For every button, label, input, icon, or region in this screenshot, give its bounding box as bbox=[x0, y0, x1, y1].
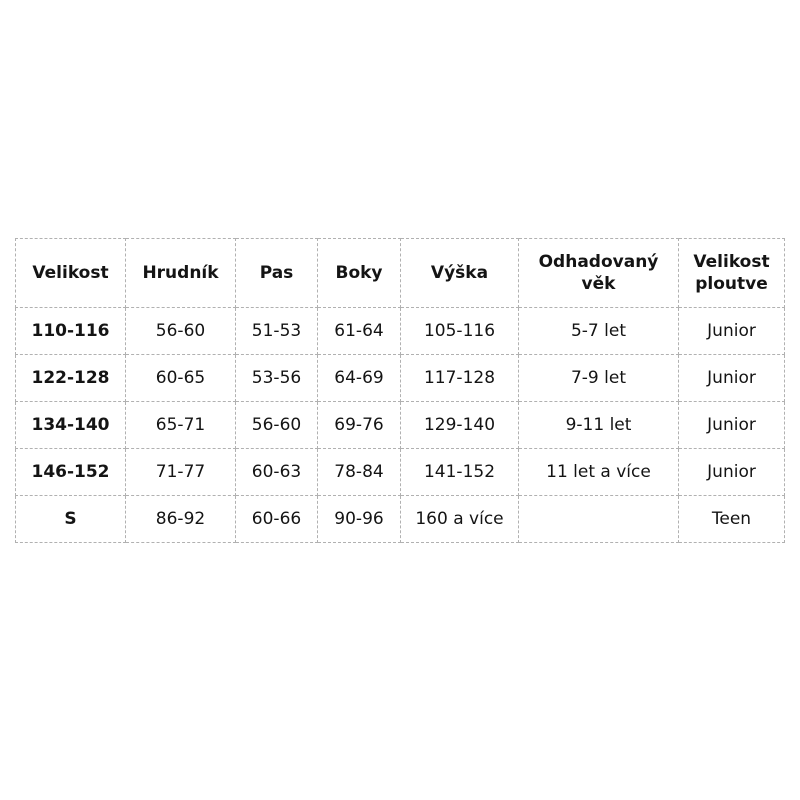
table-cell: Junior bbox=[678, 307, 785, 355]
table-cell: Junior bbox=[678, 354, 785, 402]
table-cell: 65-71 bbox=[125, 401, 236, 449]
table-cell: 141-152 bbox=[400, 448, 519, 496]
table-cell: 60-65 bbox=[125, 354, 236, 402]
table-cell: 90-96 bbox=[317, 495, 401, 543]
table-cell: 105-116 bbox=[400, 307, 519, 355]
table-row: 134-140 65-71 56-60 69-76 129-140 9-11 l… bbox=[15, 401, 785, 449]
table-cell: 7-9 let bbox=[518, 354, 679, 402]
size-cell: 134-140 bbox=[15, 401, 126, 449]
column-header-velikost: Velikost bbox=[15, 238, 126, 308]
size-cell: S bbox=[15, 495, 126, 543]
table-row: 110-116 56-60 51-53 61-64 105-116 5-7 le… bbox=[15, 307, 785, 355]
column-header-velikost-ploutve: Velikost ploutve bbox=[678, 238, 785, 308]
table-header-row: Velikost Hrudník Pas Boky Výška Odhadova… bbox=[15, 238, 785, 308]
table-cell: 60-63 bbox=[235, 448, 318, 496]
size-cell: 110-116 bbox=[15, 307, 126, 355]
table-cell: Teen bbox=[678, 495, 785, 543]
column-header-boky: Boky bbox=[317, 238, 401, 308]
table-row: 122-128 60-65 53-56 64-69 117-128 7-9 le… bbox=[15, 354, 785, 402]
table-cell: 160 a více bbox=[400, 495, 519, 543]
table-cell: 61-64 bbox=[317, 307, 401, 355]
table-cell: 9-11 let bbox=[518, 401, 679, 449]
table-cell: 86-92 bbox=[125, 495, 236, 543]
table-cell: 117-128 bbox=[400, 354, 519, 402]
column-header-pas: Pas bbox=[235, 238, 318, 308]
table-cell: 60-66 bbox=[235, 495, 318, 543]
column-header-vyska: Výška bbox=[400, 238, 519, 308]
table-cell: 78-84 bbox=[317, 448, 401, 496]
table-cell: 11 let a více bbox=[518, 448, 679, 496]
column-header-odhadovany-vek: Odhadovaný věk bbox=[518, 238, 679, 308]
table-cell: 71-77 bbox=[125, 448, 236, 496]
table-cell: 5-7 let bbox=[518, 307, 679, 355]
table-cell: 56-60 bbox=[125, 307, 236, 355]
size-chart-table: Velikost Hrudník Pas Boky Výška Odhadova… bbox=[15, 238, 785, 543]
table-cell: 64-69 bbox=[317, 354, 401, 402]
table-cell: 69-76 bbox=[317, 401, 401, 449]
table-cell bbox=[518, 495, 679, 543]
table-row: 146-152 71-77 60-63 78-84 141-152 11 let… bbox=[15, 448, 785, 496]
table-cell: Junior bbox=[678, 401, 785, 449]
table-row: S 86-92 60-66 90-96 160 a více Teen bbox=[15, 495, 785, 543]
table-cell: Junior bbox=[678, 448, 785, 496]
table-cell: 56-60 bbox=[235, 401, 318, 449]
column-header-hrudnik: Hrudník bbox=[125, 238, 236, 308]
size-cell: 122-128 bbox=[15, 354, 126, 402]
table-cell: 53-56 bbox=[235, 354, 318, 402]
size-cell: 146-152 bbox=[15, 448, 126, 496]
table-cell: 129-140 bbox=[400, 401, 519, 449]
table-cell: 51-53 bbox=[235, 307, 318, 355]
